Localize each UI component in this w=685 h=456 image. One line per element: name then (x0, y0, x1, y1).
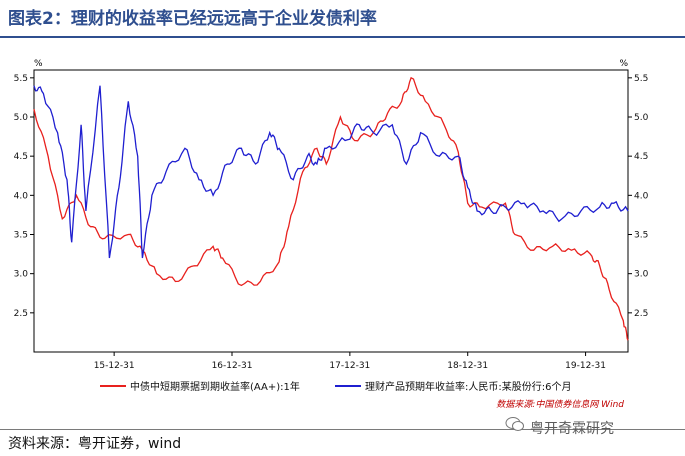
y-tick-label-right: 2.5 (634, 309, 648, 319)
title-rule (0, 36, 685, 38)
y-tick-label-right: 4.5 (634, 152, 648, 162)
unit-right: % (619, 59, 628, 69)
y-tick-label-left: 5.0 (14, 113, 29, 123)
source-note: 资料来源：粤开证券，wind (8, 436, 182, 452)
series-line-blue (33, 85, 629, 259)
unit-left: % (34, 59, 43, 69)
y-tick-label-right: 4.0 (634, 191, 649, 201)
x-tick-label: 19-12-31 (565, 361, 606, 371)
wechat-icon (505, 417, 524, 431)
y-tick-label-right: 3.0 (634, 270, 649, 280)
page-title: 图表2：理财的收益率已经远远高于企业发债利率 (8, 9, 377, 29)
x-tick-label: 18-12-31 (447, 361, 488, 371)
y-tick-label-right: 3.5 (634, 231, 648, 241)
y-tick-label-right: 5.5 (634, 74, 648, 84)
legend-label-red: 中债中短期票据到期收益率(AA+):1年 (130, 380, 300, 393)
y-tick-label-left: 3.5 (14, 231, 28, 241)
y-axis-left: 2.5 3.0 3.5 4.0 4.5 5.0 5.5 (14, 74, 34, 319)
x-tick-label: 15-12-31 (94, 361, 135, 371)
chart-source-note: 数据来源:中国债券信息网 Wind (496, 399, 624, 410)
y-tick-label-left: 5.5 (14, 74, 28, 84)
legend: 中债中短期票据到期收益率(AA+):1年 理财产品预期年收益率:人民币:某股份行… (100, 380, 571, 393)
y-axis-right: 2.5 3.0 3.5 4.0 4.5 5.0 5.5 (628, 74, 649, 319)
x-tick-label: 16-12-31 (212, 361, 253, 371)
x-tick-label: 17-12-31 (329, 361, 370, 371)
y-tick-label-right: 5.0 (634, 113, 649, 123)
y-tick-label-left: 3.0 (14, 270, 29, 280)
x-axis: 15-12-31 16-12-31 17-12-31 18-12-31 19-12-31 (94, 352, 606, 371)
footer-rule (0, 429, 685, 430)
legend-label-blue: 理财产品预期年收益率:人民币:某股份行:6个月 (365, 380, 571, 393)
y-tick-label-left: 4.0 (14, 191, 29, 201)
y-tick-label-left: 2.5 (14, 309, 28, 319)
line-chart: 2.5 3.0 3.5 4.0 4.5 5.0 5.5 2.5 3.0 3.5 4.0 4.5 5.0… (14, 59, 649, 410)
y-tick-label-left: 4.5 (14, 152, 28, 162)
series-line-red (33, 76, 629, 341)
watermark: 粤开奇霖研究 (530, 421, 614, 437)
series-lines (33, 76, 629, 341)
